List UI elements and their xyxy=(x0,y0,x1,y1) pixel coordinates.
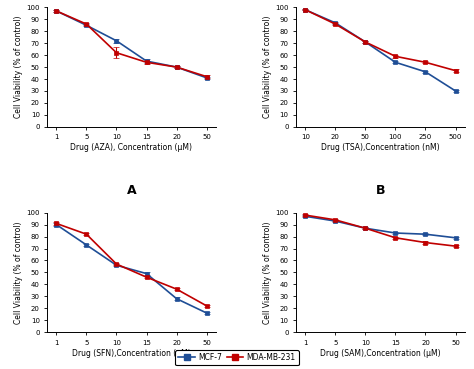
Text: B: B xyxy=(376,184,385,197)
X-axis label: Drug (SAM),Concentration (μM): Drug (SAM),Concentration (μM) xyxy=(320,348,441,358)
Legend: MCF-7, MDA-MB-231: MCF-7, MDA-MB-231 xyxy=(175,350,299,365)
Y-axis label: Cell Viability (% of control): Cell Viability (% of control) xyxy=(15,16,24,118)
X-axis label: Drug (TSA),Concentration (nM): Drug (TSA),Concentration (nM) xyxy=(321,143,440,152)
X-axis label: Drug (SFN),Concentration (μM): Drug (SFN),Concentration (μM) xyxy=(72,348,191,358)
Y-axis label: Cell Viability (% of control): Cell Viability (% of control) xyxy=(264,221,273,324)
Text: A: A xyxy=(127,184,137,197)
Y-axis label: Cell Viability (% of control): Cell Viability (% of control) xyxy=(264,16,273,118)
X-axis label: Drug (AZA), Concentration (μM): Drug (AZA), Concentration (μM) xyxy=(71,143,192,152)
Y-axis label: Cell Viability (% of control): Cell Viability (% of control) xyxy=(15,221,24,324)
